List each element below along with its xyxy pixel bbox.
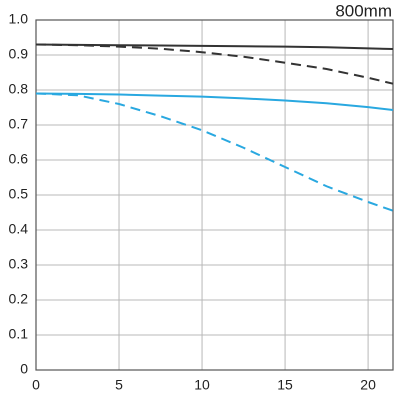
y-tick-label: 0.9 [9, 46, 29, 62]
y-tick-label: 0.3 [9, 256, 29, 272]
x-tick-label: 5 [115, 377, 123, 393]
y-tick-label: 0.6 [9, 151, 29, 167]
series-line [35, 43, 394, 51]
series-line [35, 92, 394, 212]
plot-border [35, 19, 394, 371]
y-tick-label: 0.1 [9, 326, 29, 342]
y-tick-label: 0.4 [9, 221, 29, 237]
y-tick-label: 0.5 [9, 186, 29, 202]
y-tick-label: 1.0 [9, 11, 29, 27]
x-tick-label: 10 [194, 377, 210, 393]
y-tick-label: 0.7 [9, 116, 29, 132]
y-tick-label: 0.8 [9, 81, 29, 97]
chart-title: 800mm [335, 1, 392, 20]
x-tick-label: 15 [277, 377, 293, 393]
series-line [35, 43, 394, 85]
y-tick-label: 0 [20, 361, 28, 377]
x-tick-label: 0 [32, 377, 40, 393]
series-line [35, 92, 394, 111]
x-tick-label: 20 [360, 377, 376, 393]
y-tick-label: 0.2 [9, 291, 29, 307]
